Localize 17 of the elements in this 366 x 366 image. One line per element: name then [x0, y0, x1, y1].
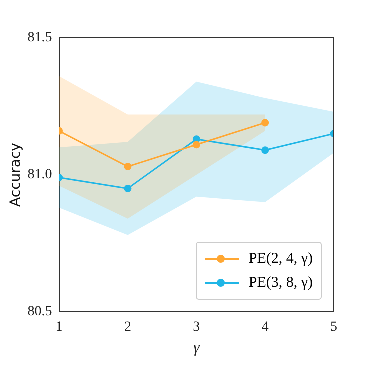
y-tick-label: 81.0: [28, 168, 52, 183]
y-axis-title: Accuracy: [8, 143, 24, 207]
x-tick-label: 4: [262, 320, 269, 336]
point: [192, 141, 200, 149]
x-tick-label: 1: [56, 320, 63, 336]
y-tick-label: 80.5: [28, 304, 52, 320]
point: [124, 163, 132, 171]
legend-label: PE(2, 4, γ): [248, 250, 313, 269]
point: [262, 146, 270, 154]
x-tick-label: 5: [330, 320, 338, 336]
point: [124, 184, 132, 192]
x-tick-label: 2: [124, 320, 132, 336]
y-tick-label: 81.5: [28, 30, 52, 46]
x-tick-label: 3: [193, 320, 200, 336]
legend-label: PE(3, 8, γ): [248, 274, 313, 293]
point: [262, 119, 270, 127]
x-axis-title: γ: [193, 340, 200, 357]
